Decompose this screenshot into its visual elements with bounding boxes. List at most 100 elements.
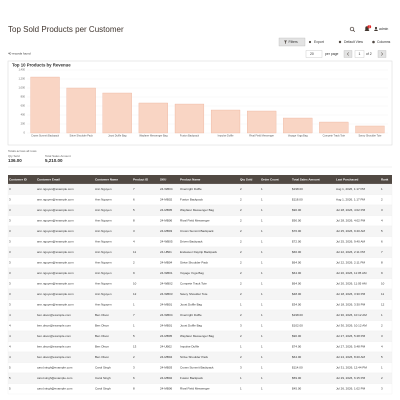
next-page[interactable]: [377, 50, 387, 58]
view-button[interactable]: Default View: [344, 40, 364, 44]
per-page-value: 20: [310, 52, 314, 56]
table-cell: $72.00: [292, 240, 302, 244]
x-tick-label: Impulse Duffle: [218, 135, 235, 138]
table-cell: Carol Singh: [95, 366, 111, 370]
table-cell: 1: [261, 334, 263, 338]
table-cell: 24-WB05: [160, 240, 173, 244]
table-cell: $90.00: [292, 334, 302, 338]
table-cell: 6: [381, 240, 383, 244]
table-cell: 3: [9, 208, 11, 212]
table-cell: 4: [381, 345, 383, 349]
user-menu[interactable]: admin: [379, 27, 388, 31]
table-cell: Jul 25, 2026, 9:40 AM: [336, 240, 366, 244]
table-cell: Crown Summit Backpack: [180, 366, 214, 370]
table-cell: 2: [240, 187, 242, 191]
table-cell: 2: [240, 208, 242, 212]
table-cell: 4: [9, 345, 11, 349]
table-cell: Ben Olson: [95, 345, 109, 349]
table-cell: 24-MB05: [160, 208, 173, 212]
table-cell: Overnight Duffle: [180, 313, 202, 317]
table-cell: 3: [9, 292, 11, 296]
table-cell: 4: [9, 324, 11, 328]
table-cell: 8: [133, 219, 135, 223]
table-cell: Ben Olson: [95, 334, 109, 338]
bar: [138, 102, 168, 134]
table-cell: 24-MB03: [160, 229, 173, 233]
table-cell: 24-WB02: [160, 282, 173, 286]
table-cell: 24-UB01: [160, 250, 172, 254]
bar: [319, 121, 349, 134]
table-cell: 4: [9, 355, 11, 359]
x-tick-label: Rival Field Messenger: [249, 135, 274, 138]
table-cell: 1: [261, 292, 263, 296]
table-cell: 24-WB01: [160, 271, 173, 275]
table-cell: 5: [381, 229, 383, 233]
table-cell: ben.olson@example.com: [37, 334, 71, 338]
prev-arrow: [346, 52, 350, 56]
summary-caption: Totals across all rows: [8, 149, 37, 153]
table-cell: $64.00: [292, 271, 302, 275]
table-cell: Jul 22, 2026, 2:11 PM: [336, 250, 365, 254]
bar: [102, 92, 132, 134]
table-cell: ann.nguyen@example.com: [37, 303, 74, 307]
bar: [174, 103, 205, 134]
table-cell: 1: [261, 198, 263, 202]
table-cell: Jul 30, 2026, 10:12 AM: [336, 324, 367, 328]
bar: [210, 109, 241, 134]
table-cell: 8: [133, 387, 135, 391]
table-cell: 2: [240, 229, 242, 233]
table-cell: $48.00: [292, 292, 302, 296]
table-cell: 2: [133, 261, 135, 265]
table-cell: 13: [133, 345, 137, 349]
page-input[interactable]: [354, 50, 365, 58]
table-cell: ann.nguyen@example.com: [37, 261, 74, 265]
gear-icon: [372, 40, 375, 44]
prev-page[interactable]: [343, 50, 353, 58]
table-cell: 1: [261, 303, 263, 307]
table-cell: 1: [261, 313, 263, 317]
x-tick-label: Voyage Yoga Bag: [288, 135, 308, 138]
table-cell: 12: [381, 303, 385, 307]
table-cell: 3: [381, 208, 383, 212]
user-icon-body: [374, 29, 378, 31]
table-cell: 2: [240, 334, 242, 338]
filters-button[interactable]: [278, 37, 306, 47]
table-cell: ann.nguyen@example.com: [37, 240, 74, 244]
table-cell: Ann Nguyen: [95, 240, 112, 244]
table-cell: Ann Nguyen: [95, 198, 112, 202]
table-cell: 24-MB02: [160, 198, 173, 202]
qty-label: Qty Sold: [8, 154, 20, 158]
table-cell: 24-MB03: [160, 366, 173, 370]
table-cell: 3: [9, 261, 11, 265]
y-tick-label: 400: [21, 113, 26, 117]
export-button[interactable]: Export: [314, 40, 324, 44]
export-icon: [308, 40, 312, 44]
search-icon[interactable]: [349, 26, 355, 32]
table-cell: 2: [240, 198, 242, 202]
table-cell: Jul 29, 2026, 6:15 PM: [336, 376, 366, 380]
table-cell: 4: [9, 313, 11, 317]
x-tick-label: Fusion Backpack: [180, 135, 200, 138]
table-cell: 24-MB06: [160, 219, 173, 223]
x-tick-label: Savvy Shoulder Tote: [359, 135, 382, 138]
table-cell: $64.00: [292, 261, 302, 265]
table-cell: 24-MB04: [160, 355, 173, 359]
table-cell: 5: [133, 334, 135, 338]
table-cell: 24-WB04: [160, 313, 173, 317]
table-cell: 1: [240, 303, 242, 307]
table-cell: Strive Shoulder Pack: [180, 355, 209, 359]
table-cell: Endeavor Daytrip Backpack: [180, 250, 218, 254]
table-cell: Carol Singh: [95, 387, 111, 391]
column-header: Customer ID: [9, 177, 28, 181]
table-cell: Savvy Shoulder Tote: [180, 292, 208, 296]
page-number: 1: [359, 52, 361, 56]
table-cell: Jul 27, 2026, 5:48 PM: [336, 345, 366, 349]
y-tick-label: 600: [21, 104, 26, 108]
table-cell: Ann Nguyen: [95, 250, 112, 254]
table-cell: $90.00: [292, 219, 302, 223]
per-page-select[interactable]: [305, 50, 323, 58]
table-cell: Wayfarer Messenger Bag: [180, 334, 214, 338]
columns-button[interactable]: Columns: [377, 40, 391, 44]
table-cell: Ann Nguyen: [95, 271, 112, 275]
